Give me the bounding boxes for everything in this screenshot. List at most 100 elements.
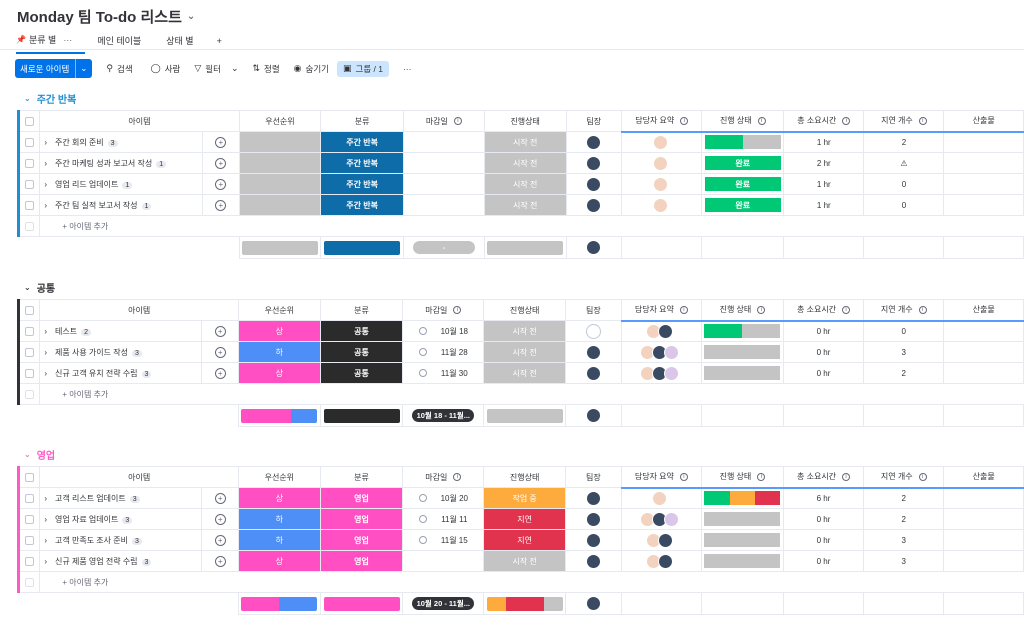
summary-bar-cell[interactable] (237, 592, 321, 615)
output-cell[interactable] (943, 152, 1024, 174)
progress-cell[interactable] (701, 131, 785, 153)
priority-cell[interactable]: 하 (237, 508, 321, 530)
search-button[interactable]: ⚲ 검색 (106, 63, 132, 75)
row-checkbox[interactable] (25, 535, 35, 545)
column-header[interactable]: 산출물 (943, 110, 1024, 133)
column-header[interactable]: 지연 개수 i (863, 466, 945, 489)
priority-cell[interactable]: 상 (237, 487, 321, 509)
column-header[interactable]: 팀장 (565, 110, 623, 132)
status-cell[interactable]: 지연 (483, 529, 566, 551)
info-icon[interactable]: i (680, 117, 689, 126)
item-name-cell[interactable]: › 주간 마케팅 성과 보고서 작성 1 (39, 152, 204, 174)
add-item-button[interactable]: + 아이템 추가 (39, 383, 1024, 405)
update-cell[interactable]: + (202, 194, 240, 216)
category-cell[interactable]: 영업 (319, 487, 404, 509)
progress-cell[interactable] (701, 508, 784, 530)
expand-icon[interactable]: › (44, 158, 48, 168)
column-header[interactable]: 총 소요시간 i (783, 110, 865, 133)
output-cell[interactable] (943, 320, 1024, 342)
info-icon[interactable]: i (918, 473, 927, 482)
priority-cell[interactable]: 상 (237, 362, 321, 384)
add-update-icon[interactable]: + (214, 534, 226, 546)
progress-cell[interactable]: 완료 (701, 152, 785, 174)
column-header[interactable]: 산출물 (943, 299, 1024, 322)
add-update-icon[interactable]: + (214, 346, 226, 358)
assignee-summary-cell[interactable] (620, 550, 703, 572)
item-name-cell[interactable]: › 주간 팀 실적 보고서 작성 1 (39, 194, 204, 216)
column-header[interactable]: 진행 상태 i (701, 299, 784, 322)
table-row[interactable]: › 영업 리드 업데이트 1 + 주간 반복 시작 전 완료 1 hr 0 (16, 173, 1024, 195)
priority-cell[interactable] (238, 194, 322, 216)
category-cell[interactable]: 주간 반복 (320, 152, 404, 174)
due-date-cell[interactable] (402, 550, 485, 572)
add-update-icon[interactable]: + (214, 513, 226, 525)
output-cell[interactable] (943, 529, 1024, 551)
expand-icon[interactable]: › (44, 137, 48, 147)
progress-cell[interactable]: 완료 (701, 194, 785, 216)
column-header[interactable]: 마감일 i (402, 299, 485, 321)
update-cell[interactable]: + (201, 362, 239, 384)
category-cell[interactable]: 주간 반복 (320, 131, 404, 153)
expand-icon[interactable]: › (44, 493, 48, 503)
column-header[interactable]: 진행상태 (483, 110, 567, 132)
column-header[interactable]: 마감일 i (402, 110, 485, 132)
row-checkbox[interactable] (25, 368, 35, 378)
priority-cell[interactable] (238, 152, 322, 174)
row-checkbox[interactable] (25, 347, 35, 357)
more-actions-button[interactable]: ··· (403, 64, 412, 74)
output-cell[interactable] (943, 550, 1024, 572)
category-cell[interactable]: 영업 (319, 508, 404, 530)
owner-cell[interactable] (565, 173, 623, 195)
column-header[interactable]: 팀장 (565, 299, 622, 321)
column-header[interactable]: 지연 개수 i (863, 299, 945, 322)
add-update-icon[interactable]: + (214, 492, 226, 504)
chevron-down-icon[interactable]: ⌄ (24, 283, 31, 292)
column-header[interactable]: 우선순위 (238, 110, 322, 132)
chevron-down-icon[interactable]: ⌄ (230, 63, 239, 73)
status-cell[interactable]: 시작 전 (483, 131, 567, 153)
progress-cell[interactable] (701, 550, 784, 572)
info-icon[interactable]: i (842, 117, 851, 126)
due-date-cell[interactable] (402, 131, 485, 153)
info-icon[interactable]: i (918, 117, 927, 126)
expand-icon[interactable]: › (44, 535, 48, 545)
category-cell[interactable]: 영업 (319, 550, 404, 572)
summary-date-cell[interactable]: 10월 18 - 11월... (402, 404, 485, 427)
info-icon[interactable]: i (918, 306, 927, 315)
column-header[interactable]: 우선순위 (237, 466, 321, 488)
category-cell[interactable]: 공통 (319, 362, 404, 384)
assignee-summary-cell[interactable] (620, 320, 703, 342)
column-header[interactable]: 산출물 (943, 466, 1024, 489)
item-name-cell[interactable]: › 신규 제품 영업 전략 수립 3 (39, 550, 203, 572)
progress-cell[interactable]: 완료 (701, 173, 785, 195)
progress-cell[interactable] (701, 341, 784, 363)
status-cell[interactable]: 시작 전 (483, 320, 566, 342)
due-date-cell[interactable]: 11월 15 (402, 529, 485, 551)
priority-cell[interactable]: 상 (237, 320, 321, 342)
update-cell[interactable]: + (202, 131, 240, 153)
column-header-item[interactable]: 아이템 (39, 110, 240, 132)
info-icon[interactable]: i (679, 306, 688, 315)
add-item-button[interactable]: + 아이템 추가 (39, 215, 1024, 237)
item-name-cell[interactable]: › 테스트 2 (39, 320, 203, 342)
update-cell[interactable]: + (202, 152, 240, 174)
expand-icon[interactable]: › (44, 200, 48, 210)
priority-cell[interactable]: 상 (237, 550, 321, 572)
assignee-summary-cell[interactable] (620, 529, 703, 551)
output-cell[interactable] (943, 194, 1024, 216)
table-row[interactable]: › 신규 고객 유치 전략 수립 3 + 상 공통 11월 30 시작 전 0 hr 2 (16, 362, 1024, 384)
item-name-cell[interactable]: › 영업 자료 업데이트 3 (39, 508, 203, 530)
update-cell[interactable]: + (201, 487, 239, 509)
due-date-cell[interactable] (402, 173, 485, 195)
status-cell[interactable]: 시작 전 (483, 362, 566, 384)
sort-button[interactable]: ⇅ 정렬 (252, 63, 279, 75)
filter-button[interactable]: ▽ 필터 ⌄ (194, 63, 238, 75)
item-name-cell[interactable]: › 고객 리스트 업데이트 3 (39, 487, 203, 509)
column-header[interactable]: 지연 개수 i (863, 110, 945, 133)
assignee-summary-cell[interactable] (620, 341, 703, 363)
summary-date-cell[interactable]: 10월 20 - 11월... (402, 592, 485, 615)
table-row[interactable]: › 주간 마케팅 성과 보고서 작성 1 + 주간 반복 시작 전 완료 2 hr ⚠ (16, 152, 1024, 174)
table-row[interactable]: › 영업 자료 업데이트 3 + 하 영업 11월 11 지연 0 hr 2 (16, 508, 1024, 530)
column-header-item[interactable]: 아이템 (39, 299, 239, 321)
info-icon[interactable]: i (842, 473, 851, 482)
